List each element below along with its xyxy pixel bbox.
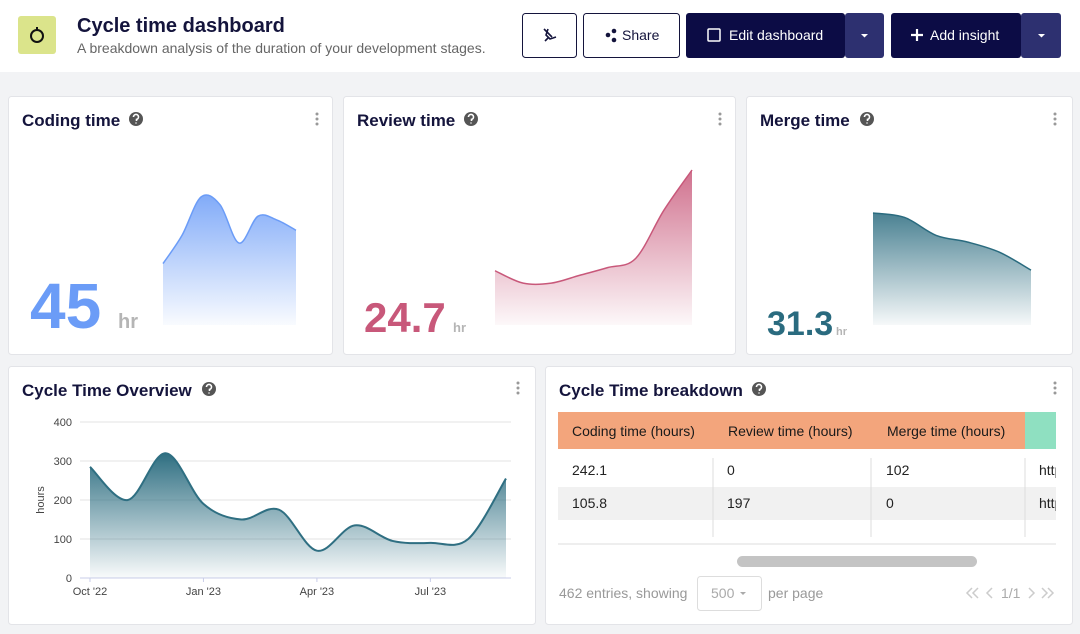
table-cell: 105.8 (572, 495, 607, 511)
pin-icon (543, 28, 557, 42)
stat-unit: hr (453, 320, 466, 335)
menu-icon (1053, 386, 1057, 390)
card-title: Cycle Time Overview (22, 381, 193, 400)
page-size: 500 (711, 585, 735, 601)
next-buttons[interactable] (1028, 587, 1055, 599)
edit-button[interactable] (686, 13, 845, 58)
menu-icon (718, 117, 722, 121)
menu-icon (516, 391, 520, 395)
page-subtitle: A breakdown analysis of the duration of … (77, 40, 486, 56)
edit-icon (707, 28, 721, 42)
help-icon (132, 113, 140, 124)
entries-text: 462 entries, showing (559, 585, 687, 601)
sparkline-line (162, 194, 297, 264)
table-cell: 197 (727, 495, 751, 511)
stat-value: 24.7 (364, 294, 446, 341)
stat-value: 31.3 (767, 305, 833, 343)
caret (740, 592, 746, 595)
dashboard-icon (18, 16, 56, 54)
help-icon (205, 383, 213, 394)
y-tick-label: 100 (54, 534, 72, 546)
menu-icon (1053, 391, 1057, 395)
share-label: Share (622, 27, 660, 43)
table-link[interactable]: http (1039, 495, 1063, 511)
card-title: Coding time (22, 111, 120, 130)
menu-icon (1053, 381, 1057, 385)
table-cell: 242.1 (572, 462, 607, 478)
add-button[interactable] (891, 13, 1021, 58)
table-link[interactable]: http (1039, 462, 1063, 478)
card-title: Merge time (760, 111, 850, 130)
menu-icon (1053, 122, 1057, 126)
caret (861, 34, 868, 38)
page-size-select[interactable] (697, 576, 762, 611)
prev-buttons[interactable] (965, 587, 993, 599)
sparkline-area (495, 170, 692, 325)
menu-icon (1053, 112, 1057, 116)
add-label: Add insight (930, 27, 999, 43)
column-header: Merge time (hours) (887, 423, 1005, 439)
stat-value: 45 (30, 270, 101, 342)
y-tick-label: 300 (54, 456, 72, 468)
menu-icon (1053, 117, 1057, 121)
menu-icon (315, 117, 319, 121)
menu-icon (516, 381, 520, 385)
sparkline-line (494, 169, 693, 286)
card-title: Review time (357, 111, 455, 130)
table-header (558, 412, 1025, 449)
column-header: Coding time (hours) (572, 423, 695, 439)
share-button[interactable] (583, 13, 680, 58)
help-icon (863, 113, 871, 124)
table-cell: 0 (886, 495, 894, 511)
line (89, 452, 507, 552)
stat-unit: hr (118, 311, 138, 333)
x-tick-label: Jul '23 (415, 586, 446, 598)
caret (1038, 34, 1045, 38)
menu-icon (718, 122, 722, 126)
x-tick-label: Jan '23 (186, 586, 221, 598)
table-body: 242.1 0 102 http 105.8 197 0 http (572, 462, 1063, 511)
sparkline-area (873, 213, 1031, 325)
column-header: Review time (hours) (728, 423, 852, 439)
table-cell: 102 (886, 462, 910, 478)
menu-icon (516, 386, 520, 390)
scrollbar[interactable] (737, 556, 977, 567)
menu-icon (315, 122, 319, 126)
help-icon (467, 113, 475, 124)
sparkline-area (163, 194, 296, 325)
y-tick-label: 0 (66, 573, 72, 585)
page-title: Cycle time dashboard (77, 15, 285, 37)
card-title: Cycle Time breakdown (559, 381, 743, 400)
help-icon (755, 383, 763, 394)
sparkline-line (872, 212, 1032, 271)
share-icon (605, 28, 617, 43)
table-row-stripe (558, 487, 1056, 520)
table-header (1025, 412, 1056, 449)
menu-icon (315, 112, 319, 116)
stat-unit: hr (836, 326, 848, 338)
per-page-text: per page (768, 585, 823, 601)
area (90, 453, 506, 578)
menu-icon (718, 112, 722, 116)
plus-icon (911, 29, 923, 41)
table-dividers (558, 458, 1056, 545)
x-tick-label: Oct '22 (73, 586, 108, 598)
x-tick-label: Apr '23 (300, 586, 335, 598)
table-cell: 0 (727, 462, 735, 478)
page-indicator: 1/1 (1001, 585, 1021, 601)
y-tick-label: 400 (54, 417, 72, 429)
y-axis-label: hours (35, 486, 47, 514)
y-tick-label: 200 (54, 495, 72, 507)
edit-label: Edit dashboard (729, 27, 823, 43)
